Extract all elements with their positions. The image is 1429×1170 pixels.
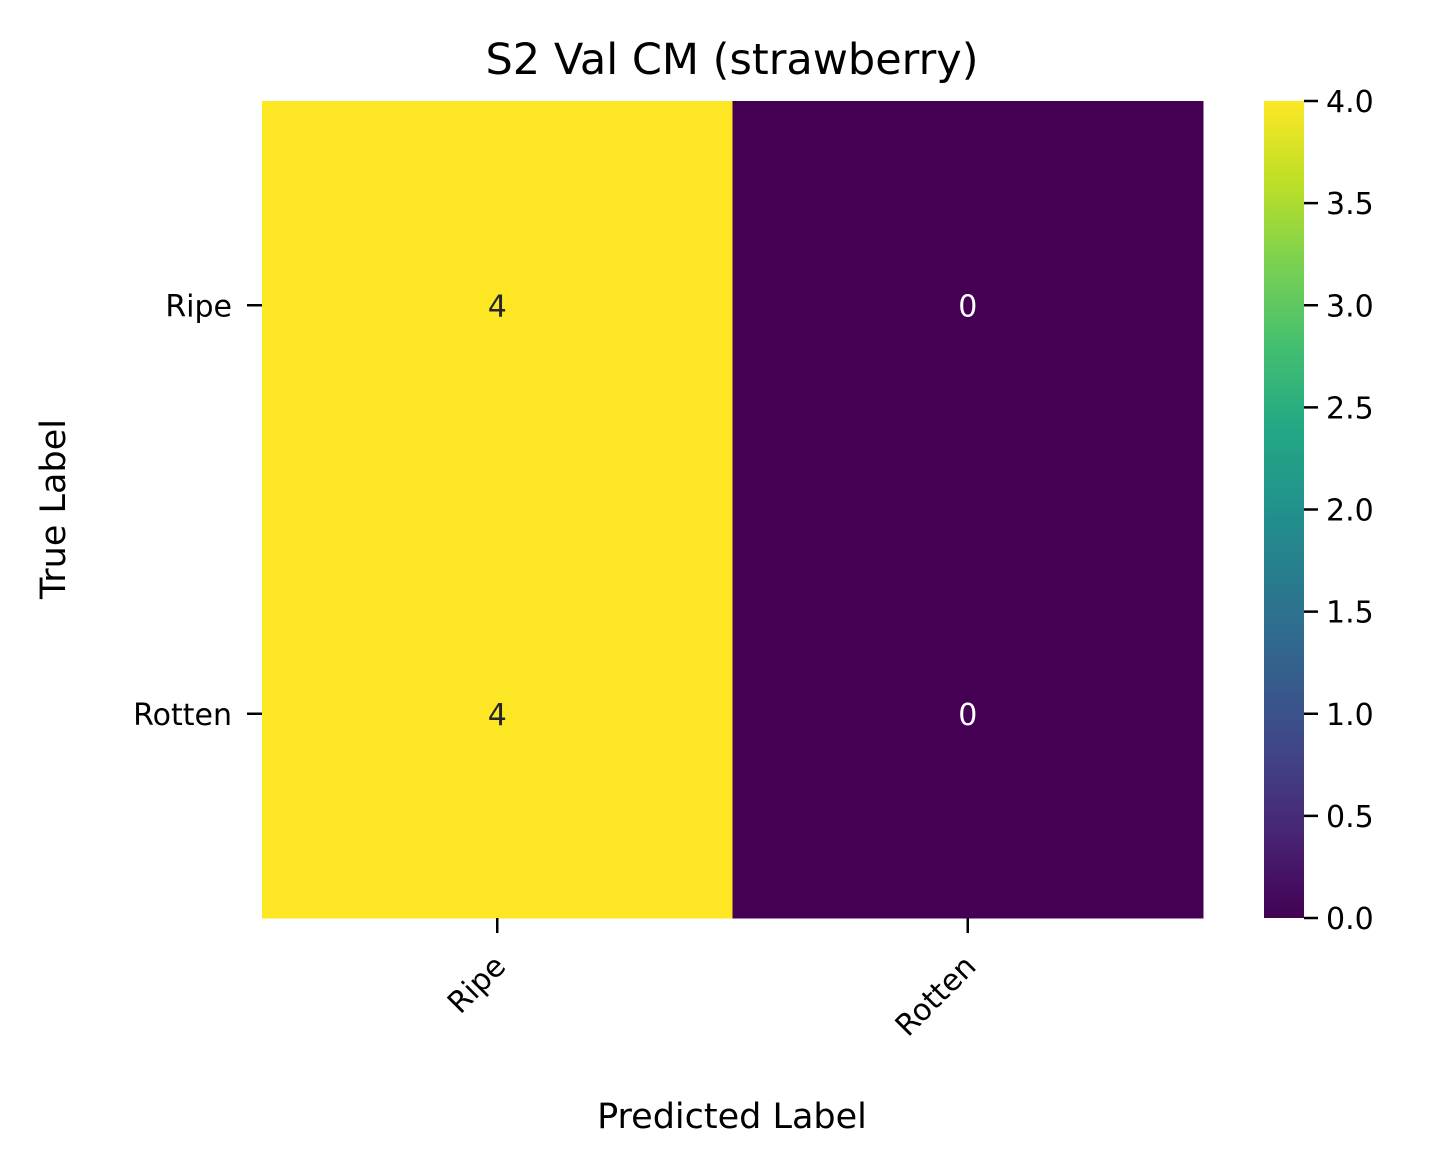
- cell-annotations: 4 0 4 0: [488, 289, 978, 733]
- heatmap-cell: [732, 101, 1204, 510]
- heatmap-cell: [732, 509, 1204, 919]
- colorbar-tick-label: 1.0: [1326, 698, 1374, 733]
- colorbar-tick-label: 4.0: [1326, 85, 1374, 120]
- colorbar-tick-label: 3.5: [1326, 187, 1374, 222]
- colorbar: [1264, 101, 1304, 918]
- colorbar-tick-label: 1.5: [1326, 596, 1374, 631]
- x-axis-label: Predicted Label: [597, 1097, 867, 1137]
- y-axis-label: True Label: [34, 419, 74, 600]
- chart-title: S2 Val CM (strawberry): [486, 35, 979, 85]
- heatmap-cell: [262, 509, 733, 919]
- heatmap-cells: [262, 101, 1204, 919]
- heatmap-cell: [262, 101, 733, 510]
- y-tick-label: Rotten: [133, 698, 232, 733]
- colorbar-ticks: 0.0 0.5 1.0 1.5 2.0 2.5 3.0 3.5 4.0: [1304, 85, 1374, 937]
- colorbar-tick-label: 0.5: [1326, 800, 1374, 835]
- x-axis-ticks: Ripe Rotten: [441, 918, 983, 1044]
- y-axis-ticks: Ripe Rotten: [133, 289, 262, 733]
- y-tick-label: Ripe: [165, 289, 232, 324]
- x-tick-label: Rotten: [889, 949, 984, 1044]
- cell-value: 4: [488, 289, 507, 324]
- colorbar-tick-label: 2.5: [1326, 391, 1374, 426]
- colorbar-tick-label: 0.0: [1326, 902, 1374, 937]
- cell-value: 0: [958, 698, 977, 733]
- colorbar-tick-label: 3.0: [1326, 289, 1374, 324]
- cell-value: 4: [488, 698, 507, 733]
- x-tick-label: Ripe: [441, 949, 513, 1021]
- colorbar-tick-label: 2.0: [1326, 494, 1374, 529]
- cell-value: 0: [958, 289, 977, 324]
